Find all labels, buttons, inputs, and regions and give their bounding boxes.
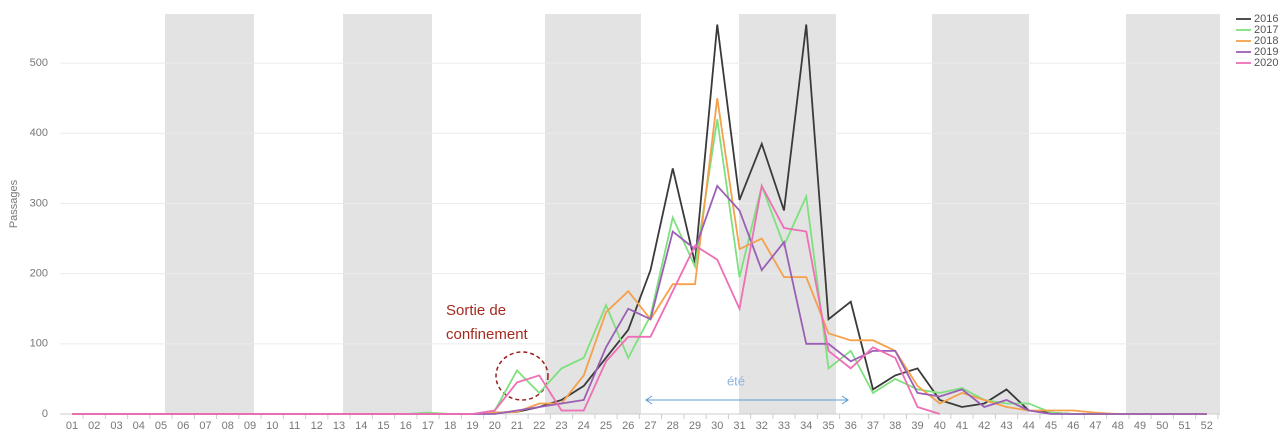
- x-tick-label: 38: [889, 420, 901, 432]
- x-tick-label: 17: [422, 420, 434, 432]
- x-tick-label: 48: [1112, 420, 1124, 432]
- x-tick-label: 01: [66, 420, 78, 432]
- month-bands: [165, 14, 1220, 414]
- band: [932, 14, 1029, 414]
- x-tick-label: 10: [266, 420, 278, 432]
- x-tick-label: 52: [1201, 420, 1213, 432]
- x-tick-label: 23: [555, 420, 567, 432]
- x-tick-label: 47: [1089, 420, 1101, 432]
- x-tick-label: 27: [644, 420, 656, 432]
- x-tick-label: 24: [578, 420, 590, 432]
- legend-label: 2019: [1254, 46, 1278, 58]
- x-tick-label: 41: [956, 420, 968, 432]
- x-tick-label: 03: [110, 420, 122, 432]
- band: [1126, 14, 1220, 414]
- x-tick-label: 13: [333, 420, 345, 432]
- annotation: Sortie de: [446, 302, 506, 319]
- x-tick-label: 11: [289, 420, 300, 432]
- x-tick-label: 19: [466, 420, 478, 432]
- x-tick-label: 36: [845, 420, 857, 432]
- legend-label: 2017: [1254, 24, 1278, 36]
- x-tick-label: 40: [934, 420, 946, 432]
- x-tick-label: 09: [244, 420, 256, 432]
- x-tick-label: 06: [177, 420, 189, 432]
- x-tick-label: 16: [400, 420, 412, 432]
- x-tick-label: 05: [155, 420, 167, 432]
- legend-label: 2016: [1254, 13, 1278, 25]
- legend-label: 2018: [1254, 35, 1278, 47]
- x-tick-label: 25: [600, 420, 612, 432]
- x-tick-label: 31: [733, 420, 745, 432]
- x-tick-label: 46: [1067, 420, 1079, 432]
- x-tick-label: 28: [667, 420, 679, 432]
- x-tick-label: 08: [222, 420, 234, 432]
- x-tick-label: 18: [444, 420, 456, 432]
- y-tick-label: 200: [30, 268, 48, 280]
- x-tick-label: 50: [1156, 420, 1168, 432]
- x-tick-label: 21: [511, 420, 523, 432]
- x-tick-label: 42: [978, 420, 990, 432]
- y-tick-label: 300: [30, 197, 48, 209]
- x-tick-label: 39: [911, 420, 923, 432]
- x-tick-label: 51: [1178, 420, 1190, 432]
- summer-arrow: [645, 395, 849, 405]
- annotation: été: [727, 373, 745, 388]
- x-tick-label: 29: [689, 420, 701, 432]
- band: [165, 14, 254, 414]
- x-tick-label: 49: [1134, 420, 1146, 432]
- x-tick-label: 26: [622, 420, 634, 432]
- x-tick-label: 37: [867, 420, 879, 432]
- x-tick-label: 20: [489, 420, 501, 432]
- x-tick-label: 12: [311, 420, 323, 432]
- x-tick-label: 45: [1045, 420, 1057, 432]
- band: [343, 14, 432, 414]
- x-tick-label: 32: [756, 420, 768, 432]
- y-tick-label: 100: [30, 338, 48, 350]
- x-tick-label: 30: [711, 420, 723, 432]
- annotation: confinement: [446, 326, 529, 343]
- x-tick-label: 02: [88, 420, 100, 432]
- y-tick-label: 0: [42, 408, 48, 420]
- x-tick-label: 44: [1023, 420, 1035, 432]
- x-tick-label: 07: [199, 420, 211, 432]
- x-tick-label: 33: [778, 420, 790, 432]
- x-tick-label: 35: [822, 420, 834, 432]
- y-axis-label: Passages: [8, 179, 20, 228]
- x-tick-label: 14: [355, 420, 367, 432]
- x-tick-label: 04: [133, 420, 145, 432]
- x-tick-label: 22: [533, 420, 545, 432]
- x-tick-label: 15: [377, 420, 389, 432]
- series-line: [72, 183, 941, 415]
- y-tick-label: 500: [30, 57, 48, 69]
- highlight-circle: [495, 351, 549, 401]
- x-tick-label: 43: [1000, 420, 1012, 432]
- x-tick-label: 34: [800, 420, 812, 432]
- y-tick-label: 400: [30, 127, 48, 139]
- legend-label: 2020: [1254, 57, 1278, 69]
